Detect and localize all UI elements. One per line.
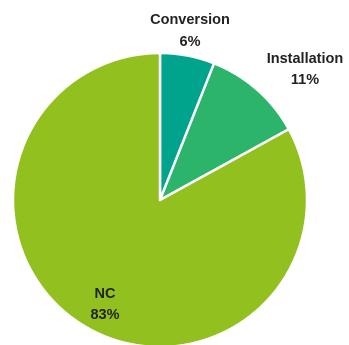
label-nc-name: NC xyxy=(95,286,116,302)
label-installation: Installation 11% xyxy=(267,51,344,88)
label-installation-name: Installation xyxy=(267,51,344,67)
pie-slice-installation xyxy=(158,62,291,202)
label-conversion-name: Conversion xyxy=(150,12,230,28)
label-nc-percent: 83% xyxy=(90,307,119,323)
pie-slices xyxy=(11,51,309,345)
label-conversion-percent: 6% xyxy=(180,34,201,50)
label-installation-percent: 11% xyxy=(291,72,319,88)
label-conversion: Conversion 6% xyxy=(150,12,230,50)
label-nc: NC 83% xyxy=(90,286,119,323)
pie-slice-nc xyxy=(11,51,309,345)
